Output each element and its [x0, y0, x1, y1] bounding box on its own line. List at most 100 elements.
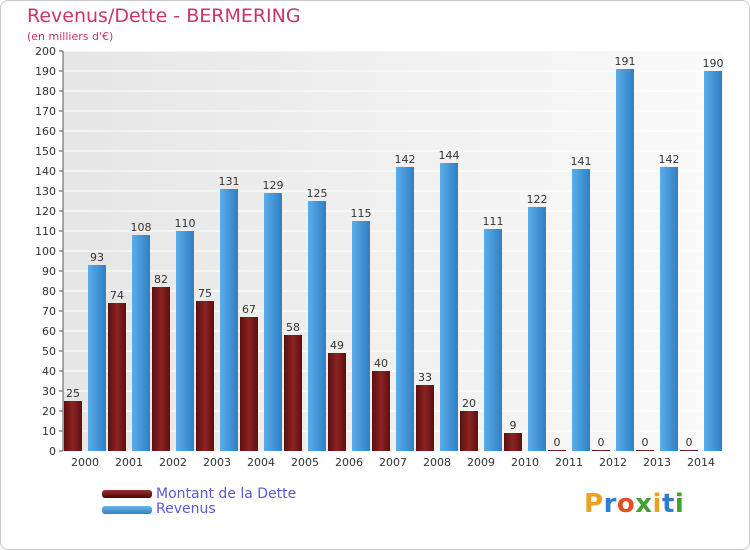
- debt-bar: [196, 301, 214, 451]
- debt-bar: [636, 450, 654, 451]
- revenue-bar: [132, 235, 150, 451]
- x-tick-label: 2005: [291, 456, 319, 469]
- logo-letter: r: [603, 489, 617, 519]
- data-label: 144: [439, 149, 460, 162]
- revenue-bar: [660, 167, 678, 451]
- data-label: 67: [242, 303, 256, 316]
- data-label: 40: [374, 357, 388, 370]
- revenue-bar: [308, 201, 326, 451]
- data-label: 33: [418, 371, 432, 384]
- revenue-bar: [352, 221, 370, 451]
- revenue-bar: [704, 71, 722, 451]
- y-tick-label: 20: [42, 405, 56, 418]
- data-label: 25: [66, 387, 80, 400]
- data-label: 74: [110, 289, 124, 302]
- y-tick-label: 190: [35, 65, 56, 78]
- debt-bar: [152, 287, 170, 451]
- data-label: 58: [286, 321, 300, 334]
- y-tick-label: 80: [42, 285, 56, 298]
- y-tick-label: 140: [35, 165, 56, 178]
- data-label: 142: [659, 153, 680, 166]
- logo-letter: o: [616, 489, 636, 519]
- data-label: 125: [307, 187, 328, 200]
- legend-label-revenue: Revenus: [156, 501, 216, 517]
- x-tick-label: 2004: [247, 456, 275, 469]
- data-label: 75: [198, 287, 212, 300]
- x-tick-label: 2003: [203, 456, 231, 469]
- data-label: 108: [131, 221, 152, 234]
- y-axis-ticks: 0 10 20 30 40 50 60 70 80 90 100 110 120 130 140 150 160…: [35, 45, 64, 458]
- x-tick-label: 2012: [599, 456, 627, 469]
- debt-bar: [64, 401, 82, 451]
- y-tick-label: 160: [35, 125, 56, 138]
- y-tick-label: 130: [35, 185, 56, 198]
- legend-label-debt: Montant de la Dette: [156, 486, 297, 502]
- y-tick-label: 0: [49, 445, 56, 458]
- x-tick-label: 2009: [467, 456, 495, 469]
- revenue-bar: [396, 167, 414, 451]
- revenue-bar: [176, 231, 194, 451]
- y-tick-label: 50: [42, 345, 56, 358]
- bars: [64, 69, 722, 451]
- data-label: 141: [571, 155, 592, 168]
- data-label: 115: [351, 207, 372, 220]
- debt-bar: [548, 450, 566, 451]
- data-label: 110: [175, 217, 196, 230]
- revenue-bar: [572, 169, 590, 451]
- y-tick-label: 120: [35, 205, 56, 218]
- x-tick-label: 2013: [643, 456, 671, 469]
- y-tick-label: 150: [35, 145, 56, 158]
- debt-bar: [460, 411, 478, 451]
- x-tick-label: 2007: [379, 456, 407, 469]
- data-label: 20: [462, 397, 476, 410]
- debt-bar: [240, 317, 258, 451]
- data-label: 0: [686, 436, 693, 449]
- x-tick-label: 2008: [423, 456, 451, 469]
- data-label: 129: [263, 179, 284, 192]
- data-label: 49: [330, 339, 344, 352]
- y-tick-label: 110: [35, 225, 56, 238]
- y-tick-label: 40: [42, 365, 56, 378]
- revenue-bar: [220, 189, 238, 451]
- revenue-bar: [484, 229, 502, 451]
- logo-letter: i: [674, 489, 685, 519]
- logo-letter: t: [661, 489, 675, 519]
- data-label: 191: [615, 55, 636, 68]
- data-labels: 25 93 74 108 82 110 75 131 67 129 58 125 49 115 40 142 3…: [66, 55, 724, 449]
- x-axis-ticks: 2000 2001 2002 2003 2004 2005 2006 2007 2008 2009…: [71, 456, 715, 469]
- x-tick-label: 2011: [555, 456, 583, 469]
- debt-bar: [592, 450, 610, 451]
- logo-letter: P: [584, 489, 604, 519]
- data-label: 0: [554, 436, 561, 449]
- debt-bar: [372, 371, 390, 451]
- debt-bar: [328, 353, 346, 451]
- data-label: 0: [642, 436, 649, 449]
- revenue-bar: [264, 193, 282, 451]
- revenue-bar: [440, 163, 458, 451]
- data-label: 122: [527, 193, 548, 206]
- y-tick-label: 60: [42, 325, 56, 338]
- y-tick-label: 200: [35, 45, 56, 58]
- x-tick-label: 2002: [159, 456, 187, 469]
- data-label: 190: [703, 57, 724, 70]
- legend-swatch-debt: [102, 490, 152, 498]
- y-tick-label: 100: [35, 245, 56, 258]
- debt-bar: [416, 385, 434, 451]
- data-label: 82: [154, 273, 168, 286]
- legend-swatch-revenue: [102, 506, 152, 514]
- y-tick-label: 10: [42, 425, 56, 438]
- x-tick-label: 2001: [115, 456, 143, 469]
- y-tick-label: 180: [35, 85, 56, 98]
- y-tick-label: 170: [35, 105, 56, 118]
- revenue-bar: [616, 69, 634, 451]
- gridlines: [63, 50, 723, 452]
- logo-letter: x: [635, 489, 653, 519]
- y-tick-label: 30: [42, 385, 56, 398]
- data-label: 131: [219, 175, 240, 188]
- chart-title: Revenus/Dette - BERMERING: [27, 5, 301, 27]
- x-tick-label: 2014: [687, 456, 715, 469]
- x-tick-label: 2010: [511, 456, 539, 469]
- revenue-bar: [88, 265, 106, 451]
